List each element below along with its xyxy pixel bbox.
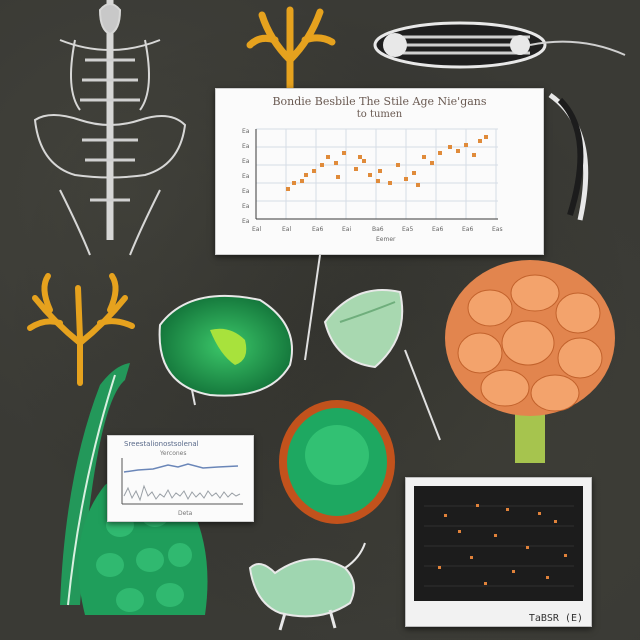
green-stalk bbox=[60, 363, 130, 606]
top-chart-point bbox=[354, 167, 358, 171]
top-chart-point bbox=[312, 169, 316, 173]
top-chart-point bbox=[448, 145, 452, 149]
dark-chart-point bbox=[438, 566, 441, 569]
left-chart-title: Sreestalionostsolenal bbox=[124, 440, 199, 448]
top-chart-point bbox=[292, 181, 296, 185]
top-chart-point bbox=[368, 173, 372, 177]
top-chart-point bbox=[376, 179, 380, 183]
dark-chart-point bbox=[476, 504, 479, 507]
top-chart-xtick: Ea6 bbox=[462, 226, 473, 233]
dark-chart-plot bbox=[414, 486, 583, 601]
top-chart-point bbox=[422, 155, 426, 159]
dark-chart-point bbox=[512, 570, 515, 573]
orange-brain-cluster bbox=[445, 260, 615, 463]
top-chart-xlabel: Eemer bbox=[376, 236, 396, 243]
top-chart-xtick: Eal bbox=[282, 226, 291, 233]
left-chart-line bbox=[123, 463, 239, 473]
orange-coral-left bbox=[27, 273, 135, 386]
top-chart-point bbox=[472, 153, 476, 157]
dark-chart-point bbox=[494, 534, 497, 537]
skeleton-illustration bbox=[33, 0, 187, 256]
top-chart-point bbox=[464, 143, 468, 147]
top-chart-point bbox=[378, 169, 382, 173]
top-chart-title: Bondie Besbile The Stile Age Nie'gans bbox=[272, 95, 487, 108]
top-chart-xtick: Ea6 bbox=[312, 226, 323, 233]
top-chart-ytick: Ea bbox=[242, 158, 250, 165]
top-chart-point bbox=[456, 149, 460, 153]
top-chart-subtitle: to tumen bbox=[356, 109, 403, 120]
top-chart-ytick: Ea bbox=[242, 218, 250, 225]
dark-chart-panel: TaBSR (E) bbox=[405, 477, 592, 627]
dark-chart-point bbox=[538, 512, 541, 515]
dark-chart-point bbox=[554, 520, 557, 523]
top-chart-point bbox=[412, 171, 416, 175]
top-chart-point bbox=[336, 175, 340, 179]
dark-chart-caption: TaBSR (E) bbox=[528, 613, 583, 624]
top-chart-point bbox=[404, 177, 408, 181]
top-chart-point bbox=[300, 179, 304, 183]
dark-chart-point bbox=[458, 530, 461, 533]
top-chart-point bbox=[326, 155, 330, 159]
top-chart-xtick: Ba6 bbox=[372, 226, 384, 233]
bone-fragment bbox=[373, 21, 626, 69]
top-chart-plot: Ea Ea Ea Ea Ea Ea Ea Eal Eal Ea6 Eai Ba6 Ea5 Ea6 Ea6 E… bbox=[242, 128, 503, 243]
top-chart-point bbox=[430, 161, 434, 165]
left-chart-subtitle: Yercones bbox=[160, 450, 187, 457]
left-chart-plot bbox=[121, 458, 243, 505]
green-leaf-cell bbox=[158, 294, 293, 397]
orange-coral-top bbox=[246, 6, 336, 94]
top-chart-xtick: Eas bbox=[492, 226, 503, 233]
left-chart-noise bbox=[123, 484, 241, 502]
top-chart-point bbox=[342, 151, 346, 155]
top-chart-point bbox=[362, 159, 366, 163]
dark-chart-point bbox=[546, 576, 549, 579]
dark-chart-point bbox=[526, 546, 529, 549]
top-chart-point bbox=[388, 181, 392, 185]
top-chart-point bbox=[304, 173, 308, 177]
top-chart-point bbox=[334, 161, 338, 165]
dark-chart-point bbox=[506, 508, 509, 511]
top-chart-ytick: Ea bbox=[242, 203, 250, 210]
top-chart-xtick: Eai bbox=[342, 226, 351, 233]
green-creature bbox=[248, 542, 366, 631]
left-chart-footer: Deta bbox=[178, 510, 193, 517]
top-chart-point bbox=[320, 163, 324, 167]
top-chart-ytick: Ea bbox=[242, 188, 250, 195]
top-chart-point bbox=[286, 187, 290, 191]
top-chart-point bbox=[438, 151, 442, 155]
right-curved-fragment bbox=[548, 92, 589, 221]
left-chart-panel: Sreestalionostsolenal Yercones Deta bbox=[107, 435, 254, 522]
dark-chart-point bbox=[484, 582, 487, 585]
green-pod bbox=[323, 289, 404, 369]
top-chart-point bbox=[478, 139, 482, 143]
top-chart-point bbox=[484, 135, 488, 139]
top-chart-ytick: Ea bbox=[242, 128, 250, 135]
dark-chart-point bbox=[444, 514, 447, 517]
top-chart-ytick: Ea bbox=[242, 143, 250, 150]
dark-chart-point bbox=[564, 554, 567, 557]
top-chart-xtick: Eal bbox=[252, 226, 261, 233]
top-chart-ytick: Ea bbox=[242, 173, 250, 180]
top-chart-panel: Bondie Besbile The Stile Age Nie'gans to… bbox=[215, 88, 544, 255]
top-chart-point bbox=[416, 183, 420, 187]
dark-chart-point bbox=[470, 556, 473, 559]
top-chart-xtick: Ea6 bbox=[432, 226, 443, 233]
top-chart-point bbox=[396, 163, 400, 167]
green-cell-sphere bbox=[279, 400, 395, 524]
top-chart-xtick: Ea5 bbox=[402, 226, 413, 233]
top-chart-point bbox=[358, 155, 362, 159]
